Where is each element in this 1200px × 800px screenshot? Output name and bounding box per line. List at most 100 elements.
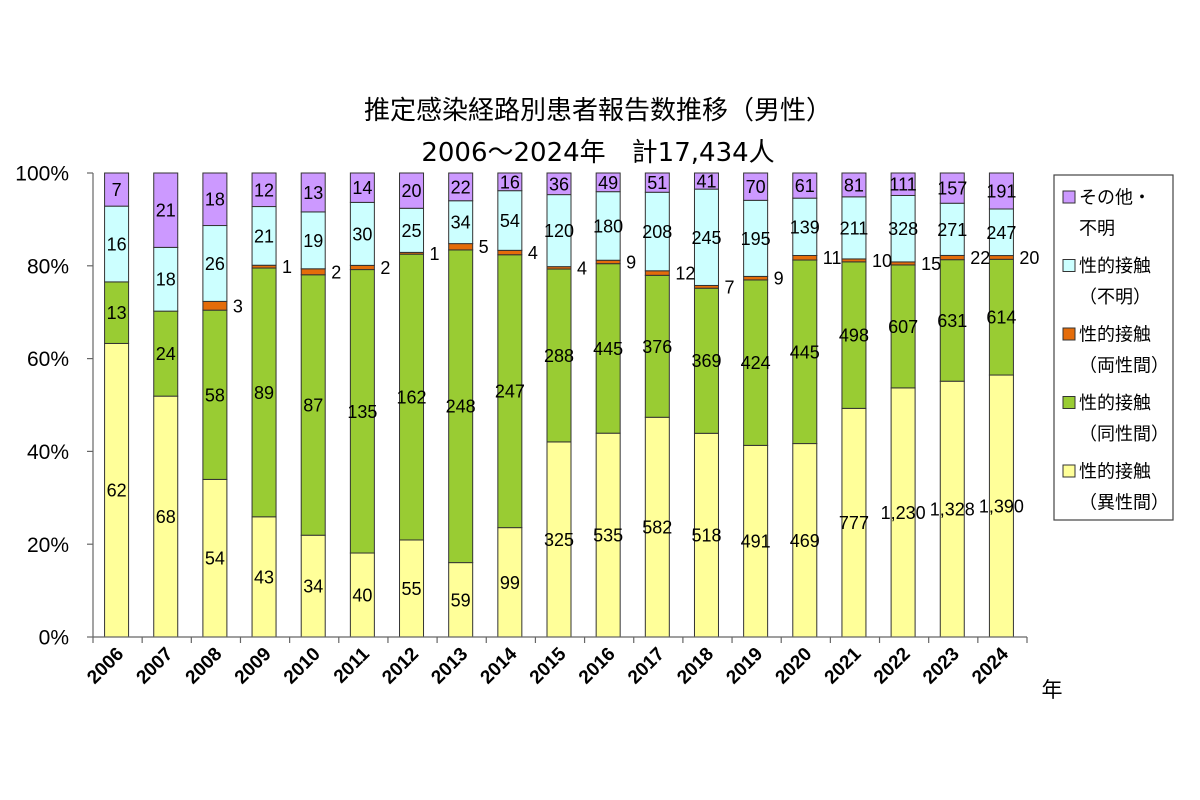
data-label-bisexual-2018: 7 [724, 277, 734, 297]
bar-segment-other-unknown-2022 [890, 172, 916, 196]
legend-swatch-bisexual [1062, 327, 1076, 341]
data-label-homosexual-2011: 135 [347, 402, 377, 422]
bar-segment-bisexual-2019 [743, 275, 769, 281]
bar-segment-other-unknown-2009 [251, 172, 277, 208]
data-label-other-unknown-2016: 49 [598, 173, 618, 193]
bar-segment-other-unknown-2015 [546, 172, 572, 196]
bar-segment-homosexual-2007 [153, 310, 179, 397]
data-label-other-unknown-2019: 70 [746, 177, 766, 197]
bar-segment-bisexual-2014 [497, 249, 523, 256]
data-label-other-unknown-2023: 157 [937, 179, 967, 199]
data-label-sexual-contact-unknown-2011: 30 [352, 224, 372, 244]
data-label-heterosexual-2022: 1,230 [881, 503, 926, 523]
data-label-heterosexual-2024: 1,390 [979, 496, 1024, 516]
data-label-homosexual-2022: 607 [888, 317, 918, 337]
legend-frame [1053, 174, 1174, 521]
bar-segment-homosexual-2012 [399, 253, 425, 541]
bar-segment-homosexual-2018 [693, 287, 719, 434]
y-tick-label: 40% [27, 441, 69, 464]
data-label-other-unknown-2009: 12 [254, 180, 274, 200]
y-tick-label: 0% [39, 627, 69, 650]
data-label-bisexual-2021: 10 [872, 251, 892, 271]
bar-segment-heterosexual-2022 [890, 387, 916, 638]
bar-segment-other-unknown-2020 [792, 172, 818, 199]
bar-segment-sexual-contact-unknown-2016 [595, 191, 621, 261]
data-label-heterosexual-2016: 535 [593, 526, 623, 546]
legend-label-bisexual: 性的接触 （両性間） [1079, 324, 1169, 376]
legend-label-line: （両性間） [1079, 355, 1169, 376]
data-label-homosexual-2014: 247 [495, 382, 525, 402]
data-label-sexual-contact-unknown-2015: 120 [544, 221, 574, 241]
bar-segment-homosexual-2019 [743, 279, 769, 446]
bar-segment-heterosexual-2010 [300, 534, 326, 638]
bar-segment-sexual-contact-unknown-2021 [841, 196, 867, 260]
data-label-sexual-contact-unknown-2022: 328 [888, 219, 918, 239]
data-label-homosexual-2009: 89 [254, 383, 274, 403]
data-label-heterosexual-2023: 1,328 [930, 500, 975, 520]
data-label-heterosexual-2010: 34 [303, 577, 323, 597]
bar-segment-sexual-contact-unknown-2015 [546, 194, 572, 268]
bar-segment-sexual-contact-unknown-2017 [644, 191, 670, 272]
bar-segment-other-unknown-2012 [399, 172, 425, 209]
data-label-sexual-contact-unknown-2024: 247 [986, 223, 1016, 243]
bar-segment-homosexual-2016 [595, 263, 621, 434]
bar-segment-other-unknown-2007 [153, 172, 179, 248]
legend-label-line: 不明 [1079, 218, 1115, 239]
bar-segment-other-unknown-2023 [939, 172, 965, 204]
bar-segment-heterosexual-2016 [595, 432, 621, 638]
bar-segment-sexual-contact-unknown-2012 [399, 207, 425, 253]
y-tick-label: 80% [27, 255, 69, 278]
bar-segment-sexual-contact-unknown-2023 [939, 202, 965, 256]
x-tick-label-2023: 2023 [919, 644, 964, 689]
x-tick-label-2016: 2016 [575, 644, 620, 689]
data-label-other-unknown-2017: 51 [647, 173, 667, 193]
bar-segment-bisexual-2013 [448, 243, 474, 251]
data-label-heterosexual-2013: 59 [451, 590, 471, 610]
data-label-sexual-contact-unknown-2020: 139 [790, 217, 820, 237]
bar-segment-other-unknown-2011 [349, 172, 375, 203]
legend-swatch-sexual-contact-unknown [1062, 259, 1076, 272]
chart-subtitle: 2006～2024年 計17,434人 [421, 138, 774, 168]
data-label-heterosexual-2014: 99 [500, 573, 520, 593]
bar-segment-bisexual-2008 [202, 300, 228, 311]
x-tick-label-2020: 2020 [772, 644, 817, 689]
legend-label-line: 性的接触 [1079, 461, 1151, 482]
data-label-other-unknown-2021: 81 [844, 175, 864, 195]
bar-segment-sexual-contact-unknown-2022 [890, 194, 916, 263]
data-label-bisexual-2020: 11 [823, 248, 842, 268]
data-label-sexual-contact-unknown-2009: 21 [254, 226, 274, 246]
bar-segment-sexual-contact-unknown-2013 [448, 200, 474, 245]
data-label-heterosexual-2021: 777 [839, 513, 869, 533]
x-tick-label-2017: 2017 [624, 644, 669, 689]
bar-segment-heterosexual-2019 [743, 444, 769, 638]
data-label-homosexual-2019: 424 [741, 353, 771, 373]
data-label-other-unknown-2013: 22 [451, 177, 471, 197]
data-label-heterosexual-2006: 62 [107, 481, 127, 501]
bar-segment-other-unknown-2013 [448, 172, 474, 202]
data-label-homosexual-2013: 248 [446, 397, 476, 417]
bar-segment-homosexual-2015 [546, 268, 572, 443]
x-tick-label-2022: 2022 [870, 644, 915, 689]
data-label-homosexual-2006: 13 [107, 303, 127, 323]
data-label-sexual-contact-unknown-2016: 180 [593, 216, 623, 236]
data-label-homosexual-2007: 24 [156, 344, 176, 364]
data-label-other-unknown-2007: 21 [156, 201, 176, 221]
data-label-other-unknown-2006: 7 [112, 180, 122, 200]
legend-label-line: （同性間） [1079, 424, 1169, 445]
bar-segment-other-unknown-2019 [743, 172, 769, 201]
data-label-bisexual-2014: 4 [528, 243, 538, 263]
data-label-homosexual-2016: 445 [593, 339, 623, 359]
legend-label-line: （異性間） [1079, 492, 1169, 513]
data-label-sexual-contact-unknown-2006: 16 [107, 235, 127, 255]
bar-segment-heterosexual-2024 [988, 374, 1014, 638]
bar-segment-sexual-contact-unknown-2007 [153, 246, 179, 312]
data-label-bisexual-2011: 2 [380, 258, 390, 278]
data-label-bisexual-2024: 20 [1019, 248, 1039, 268]
data-label-bisexual-2016: 9 [626, 252, 636, 272]
data-label-homosexual-2018: 369 [691, 351, 721, 371]
bar-segment-other-unknown-2008 [202, 172, 228, 227]
x-axis-title: 年 [1042, 678, 1063, 702]
data-label-sexual-contact-unknown-2018: 245 [691, 228, 721, 248]
